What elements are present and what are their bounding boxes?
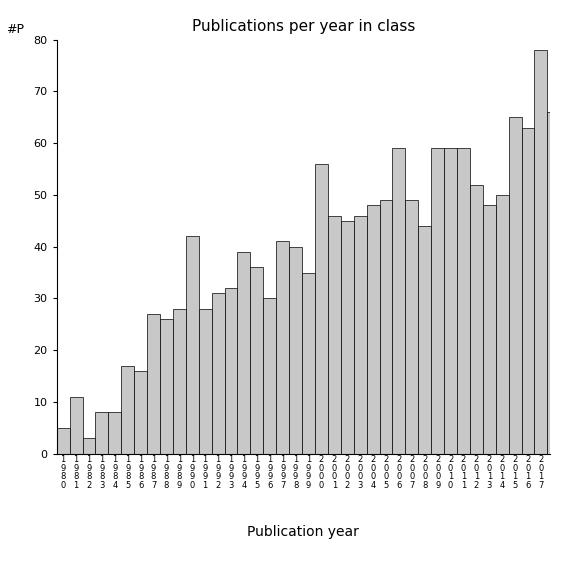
Bar [496,195,509,454]
Bar [379,200,392,454]
Title: Publications per year in class: Publications per year in class [192,19,415,35]
Bar [457,149,470,454]
Bar [418,226,431,454]
Bar [444,149,457,454]
Bar [405,200,418,454]
Bar [70,397,83,454]
Bar [199,308,211,454]
Bar [302,273,315,454]
Bar [535,50,547,454]
Bar [367,205,379,454]
Y-axis label: #P: #P [6,23,24,36]
X-axis label: Publication year: Publication year [247,524,359,539]
Bar [276,242,289,454]
Bar [354,215,367,454]
Bar [108,412,121,454]
Bar [95,412,108,454]
Bar [160,319,173,454]
Bar [147,314,160,454]
Bar [483,205,496,454]
Bar [547,112,560,454]
Bar [83,438,95,454]
Bar [328,215,341,454]
Bar [392,149,405,454]
Bar [211,293,225,454]
Bar [431,149,444,454]
Bar [522,128,535,454]
Bar [289,247,302,454]
Bar [470,184,483,454]
Bar [186,236,199,454]
Bar [238,252,251,454]
Bar [315,164,328,454]
Bar [341,221,354,454]
Bar [134,371,147,454]
Bar [57,428,70,454]
Bar [251,267,263,454]
Bar [173,308,186,454]
Bar [225,288,238,454]
Bar [121,366,134,454]
Bar [263,298,276,454]
Bar [509,117,522,454]
